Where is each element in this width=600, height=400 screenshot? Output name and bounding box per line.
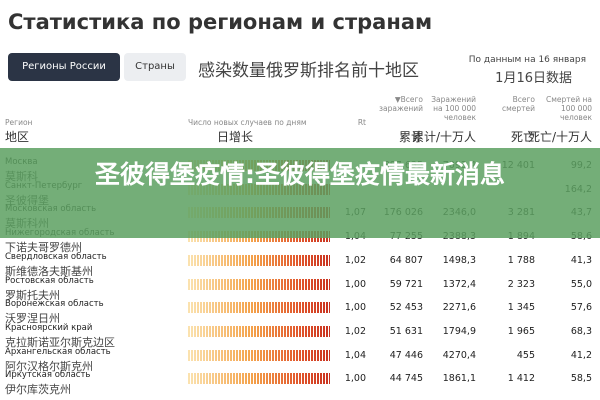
cell: 1 345 (507, 302, 535, 314)
cell: 51 631 (389, 325, 423, 337)
cell: 1 965 (507, 325, 535, 337)
tab[interactable]: Страны (124, 53, 186, 81)
cell: 1,04 (344, 349, 366, 361)
cell: 455 (516, 349, 535, 361)
cell: 1,02 (344, 254, 366, 266)
cell: 44 745 (389, 373, 423, 385)
cell: 64 807 (389, 254, 423, 266)
sparkline (188, 302, 330, 314)
subtitle: 感染数量俄罗斯排名前十地区 (198, 61, 419, 81)
date: 1月16日数据 (495, 71, 572, 86)
sparkline (188, 349, 330, 361)
region-zh: 沃罗涅日州 (5, 312, 60, 326)
cell: 1372,4 (442, 278, 476, 290)
column-header: 死亡 (510, 130, 535, 144)
column-header: ▼Всего заражений (379, 95, 423, 113)
cell: 1,00 (344, 302, 366, 314)
region-zh: 罗斯托夫州 (5, 288, 60, 302)
cell: 41,3 (570, 254, 592, 266)
cell: 59 721 (389, 278, 423, 290)
cell: 1,00 (344, 278, 366, 290)
column-header: Регион (5, 118, 33, 127)
cell: 1,02 (344, 325, 366, 337)
banner: 圣彼得堡疫情:圣彼得堡疫情最新消息 (0, 148, 600, 238)
cell: 47 446 (389, 349, 423, 361)
tab[interactable]: Регионы России (8, 53, 120, 81)
column-header: Смертей на 100 000 человек (545, 95, 592, 122)
sparkline (188, 373, 330, 385)
region-ru: Ростовская область (5, 275, 94, 286)
region-ru: Архангельская область (5, 346, 111, 357)
cell: 1861,1 (442, 373, 476, 385)
region-ru: Иркутская область (5, 370, 91, 381)
column-header: Всего смертей (501, 95, 535, 113)
region-zh: 克拉斯诺亚尔斯克边区 (5, 335, 115, 349)
cell: 1 788 (507, 254, 535, 266)
date: По данным на 16 января (468, 55, 586, 65)
region-zh: 斯维德洛夫斯基州 (5, 264, 93, 278)
sparkline (188, 254, 330, 266)
cell: 58,5 (570, 373, 592, 385)
cell: 2271,6 (442, 302, 476, 314)
cell: 68,3 (570, 325, 592, 337)
cell: 1,00 (344, 373, 366, 385)
region-ru: Свердловская область (5, 251, 107, 262)
cell: 55,0 (570, 278, 592, 290)
cell: 57,6 (570, 302, 592, 314)
cell: 4270,4 (442, 349, 476, 361)
column-header: 累计 (398, 130, 423, 144)
column-header: Число новых случаев по дням (188, 118, 307, 127)
column-header: 地区 (5, 130, 30, 144)
column-header: 日增长 (217, 130, 254, 144)
region-zh: 阿尔汉格尔斯克州 (5, 359, 93, 373)
region-zh: 伊尔库茨克州 (5, 383, 71, 397)
column-header: Заражений на 100 000 человек (431, 95, 476, 122)
column-header: 死亡/十万人 (527, 130, 592, 144)
cell: 52 453 (389, 302, 423, 314)
cell: 2 323 (507, 278, 535, 290)
sparkline (188, 278, 330, 290)
column-header: 累计/十万人 (411, 130, 476, 144)
title: Статистика по регионам и странам (8, 10, 433, 34)
cell: 1498,3 (442, 254, 476, 266)
sparkline (188, 325, 330, 337)
region-ru: Красноярский край (5, 322, 93, 333)
cell: 41,2 (570, 349, 592, 361)
cell: 1 412 (507, 373, 535, 385)
region-ru: Воронежская область (5, 299, 104, 310)
column-header: Rt (357, 118, 366, 127)
cell: 1794,9 (442, 325, 476, 337)
region-zh: 下诺夫哥罗德州 (5, 241, 82, 255)
